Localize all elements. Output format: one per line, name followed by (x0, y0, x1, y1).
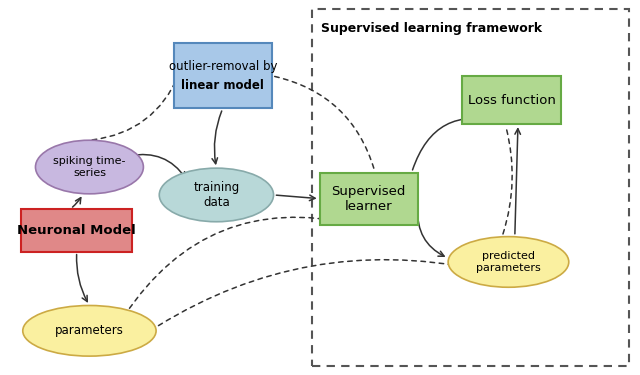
FancyBboxPatch shape (463, 76, 561, 124)
Text: Neuronal Model: Neuronal Model (17, 224, 136, 237)
Ellipse shape (159, 168, 273, 222)
Text: training
data: training data (193, 181, 239, 209)
Text: Loss function: Loss function (468, 93, 556, 106)
FancyArrowPatch shape (77, 255, 87, 302)
Ellipse shape (35, 140, 143, 194)
FancyBboxPatch shape (173, 43, 272, 108)
Text: parameters: parameters (55, 324, 124, 337)
Text: spiking time-
series: spiking time- series (53, 156, 125, 178)
FancyArrowPatch shape (418, 209, 444, 256)
Ellipse shape (23, 306, 156, 356)
FancyArrowPatch shape (130, 154, 186, 178)
FancyArrowPatch shape (275, 76, 374, 170)
FancyArrowPatch shape (124, 217, 353, 316)
FancyArrowPatch shape (515, 129, 520, 234)
Ellipse shape (448, 237, 569, 287)
Text: Supervised
learner: Supervised learner (332, 184, 406, 213)
Text: predicted
parameters: predicted parameters (476, 251, 541, 273)
Text: Supervised learning framework: Supervised learning framework (321, 22, 542, 35)
FancyArrowPatch shape (159, 260, 476, 326)
FancyArrowPatch shape (503, 127, 512, 234)
Text: outlier-removal by: outlier-removal by (168, 60, 277, 73)
FancyArrowPatch shape (212, 111, 221, 164)
Text: linear model: linear model (181, 79, 264, 92)
FancyArrowPatch shape (276, 195, 315, 201)
FancyBboxPatch shape (21, 209, 132, 252)
FancyArrowPatch shape (72, 198, 81, 207)
FancyArrowPatch shape (92, 75, 179, 140)
FancyArrowPatch shape (413, 118, 501, 170)
FancyBboxPatch shape (319, 172, 418, 225)
